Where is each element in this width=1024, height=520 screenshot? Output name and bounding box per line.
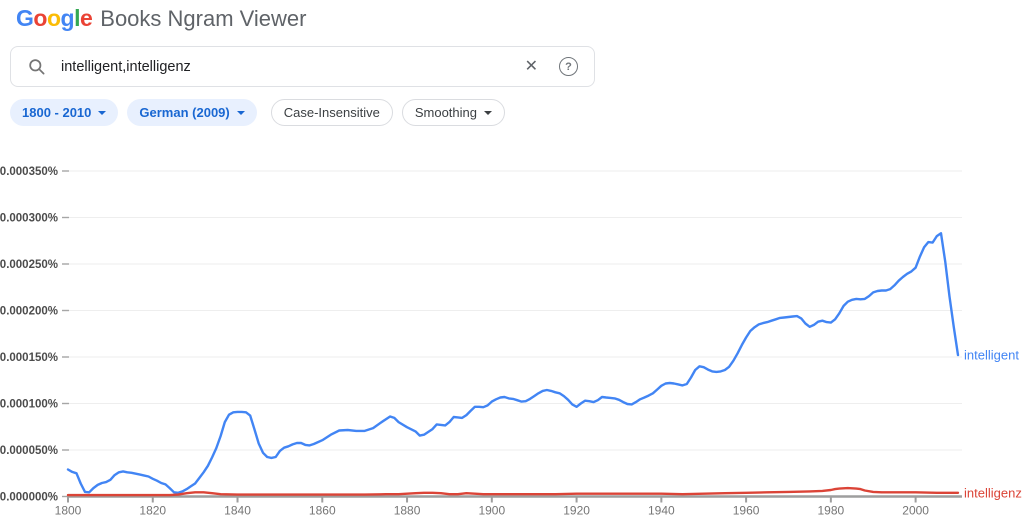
logo-letter: G bbox=[16, 5, 34, 31]
x-tick-label: 1880 bbox=[394, 504, 421, 518]
y-tick-label: 0.000150% bbox=[0, 352, 58, 364]
filter-chip-bar: 1800 - 2010 German (2009) Case-Insensiti… bbox=[10, 99, 505, 126]
x-tick-label: 1980 bbox=[818, 504, 845, 518]
y-tick-label: 0.000250% bbox=[0, 259, 58, 271]
x-tick-label: 1820 bbox=[139, 504, 166, 518]
series-label-intelligenz: intelligenz bbox=[964, 485, 1022, 500]
corpus-label: German (2009) bbox=[139, 105, 230, 120]
y-tick-label: 0.000050% bbox=[0, 445, 58, 457]
x-tick-label: 1840 bbox=[224, 504, 251, 518]
x-tick-label: 1920 bbox=[563, 504, 590, 518]
search-icon bbox=[29, 59, 45, 75]
y-tick-label: 0.000000% bbox=[0, 492, 58, 504]
x-tick-label: 2000 bbox=[902, 504, 929, 518]
page-title: Books Ngram Viewer bbox=[100, 6, 307, 31]
case-insensitive-chip[interactable]: Case-Insensitive bbox=[270, 99, 393, 126]
search-input[interactable] bbox=[59, 57, 525, 76]
year-range-label: 1800 - 2010 bbox=[22, 105, 92, 120]
series-line-intelligenz bbox=[66, 486, 960, 497]
y-tick-label: 0.000200% bbox=[0, 306, 58, 318]
chevron-down-icon bbox=[236, 111, 245, 115]
chevron-down-icon bbox=[98, 111, 107, 115]
x-tick-label: 1860 bbox=[309, 504, 336, 518]
corpus-chip[interactable]: German (2009) bbox=[127, 99, 257, 126]
y-tick-label: 0.000100% bbox=[0, 399, 58, 411]
x-tick-label: 1900 bbox=[478, 504, 505, 518]
series-label-intelligent: intelligent bbox=[964, 348, 1019, 363]
logo-letter: o bbox=[46, 5, 61, 31]
smoothing-chip[interactable]: Smoothing bbox=[401, 99, 505, 126]
logo-letter: l bbox=[74, 5, 80, 31]
clear-search-icon[interactable]: ✕ bbox=[524, 57, 538, 75]
x-tick-label: 1800 bbox=[55, 504, 82, 518]
year-range-chip[interactable]: 1800 - 2010 bbox=[10, 99, 119, 126]
smoothing-label: Smoothing bbox=[414, 105, 477, 120]
logo-letter: g bbox=[60, 5, 75, 31]
x-tick-label: 1940 bbox=[648, 504, 675, 518]
x-tick-label: 1960 bbox=[733, 504, 760, 518]
chevron-down-icon bbox=[484, 111, 492, 115]
search-box: ✕ ? bbox=[10, 46, 595, 87]
y-tick-label: 0.000350% bbox=[0, 166, 58, 178]
google-logo: Google bbox=[16, 5, 93, 32]
logo-letter: e bbox=[79, 5, 93, 31]
logo-letter: o bbox=[33, 5, 47, 31]
y-tick-label: 0.000300% bbox=[0, 213, 58, 225]
help-icon[interactable]: ? bbox=[559, 57, 578, 76]
series-line-intelligent bbox=[66, 232, 960, 494]
header-logo[interactable]: Google Books Ngram Viewer bbox=[16, 5, 307, 32]
case-insensitive-label: Case-Insensitive bbox=[283, 105, 380, 120]
